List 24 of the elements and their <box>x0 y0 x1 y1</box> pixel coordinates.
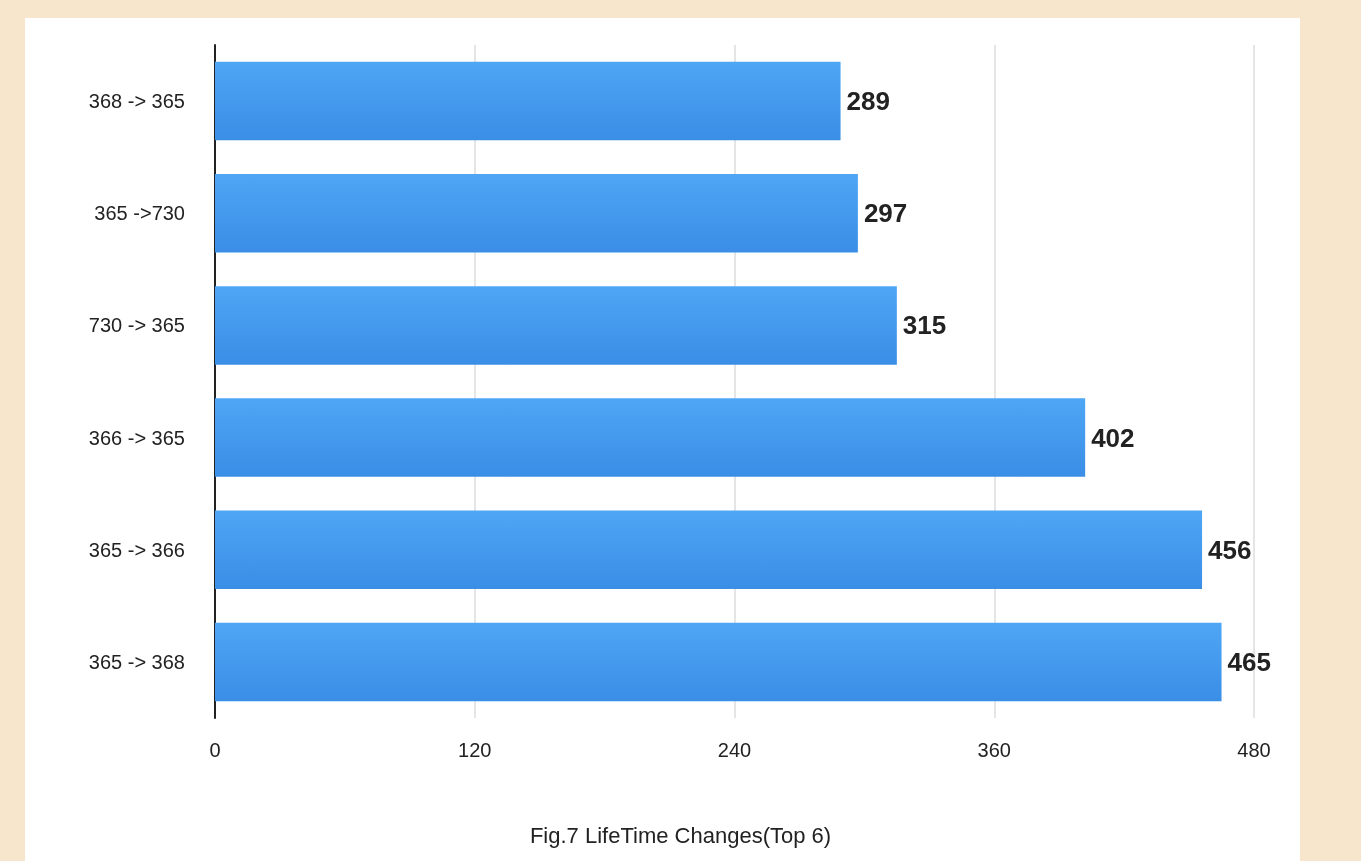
x-tick-label: 240 <box>717 739 752 761</box>
x-tick-label: 360 <box>977 739 1011 761</box>
y-tick-label: 730 -> 365 <box>88 314 185 337</box>
data-label: 456 <box>1208 534 1252 565</box>
bar <box>215 622 1222 702</box>
x-tick-label: 120 <box>458 739 492 761</box>
text: Fig.7 LifeTime Changes(Top 6) <box>529 822 832 848</box>
bar <box>215 398 1086 477</box>
data-label: 315 <box>902 310 947 341</box>
y-tick-label: 365 ->730 <box>94 202 185 225</box>
data-label: 402 <box>1091 422 1135 453</box>
data-label: 297 <box>863 198 908 229</box>
y-tick-label: 368 -> 365 <box>88 90 185 113</box>
y-tick-label: 366 -> 365 <box>88 426 185 449</box>
bar <box>215 61 841 141</box>
y-tick-label: 365 -> 366 <box>88 538 185 561</box>
bar <box>215 286 897 365</box>
bar <box>215 173 858 253</box>
y-tick-label: 365 -> 368 <box>88 650 185 673</box>
data-label: 289 <box>846 86 890 117</box>
x-tick-label: 0 <box>209 739 221 761</box>
x-tick-label: 480 <box>1237 739 1271 761</box>
bar <box>215 510 1203 590</box>
data-label: 465 <box>1227 646 1271 677</box>
